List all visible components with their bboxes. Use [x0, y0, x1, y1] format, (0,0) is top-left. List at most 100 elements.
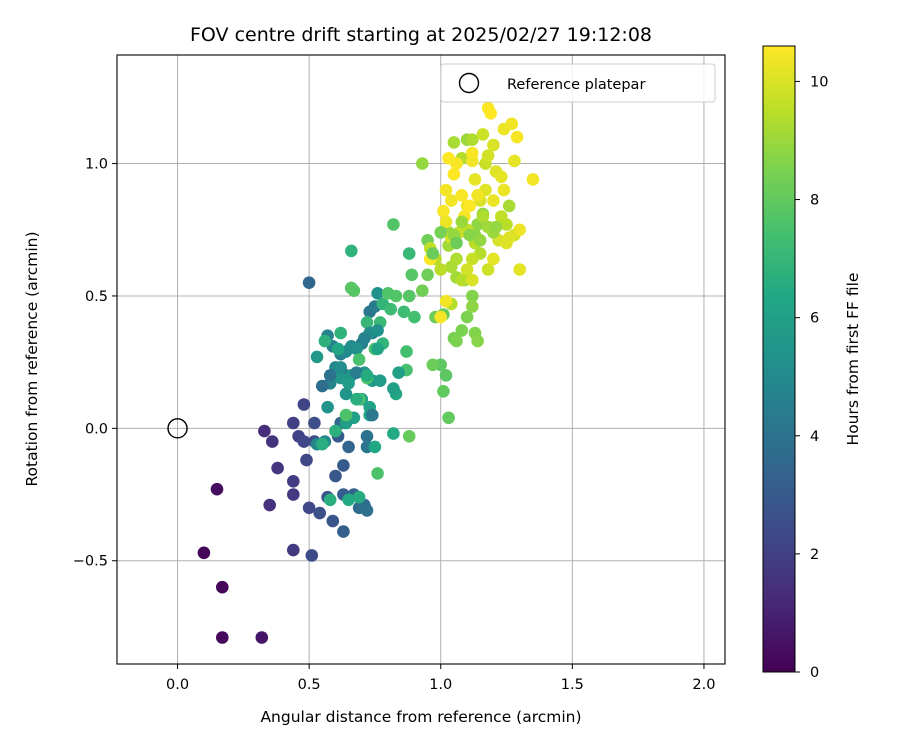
data-point — [455, 215, 469, 229]
data-point — [347, 284, 361, 298]
y-tick-label: −0.5 — [73, 554, 108, 570]
data-point — [271, 461, 284, 475]
data-point — [502, 199, 516, 213]
data-point — [439, 183, 453, 197]
data-point — [497, 183, 511, 197]
data-point — [513, 223, 526, 237]
data-point — [297, 435, 311, 448]
data-point — [350, 392, 363, 406]
data-point — [329, 469, 342, 483]
gridlines — [117, 55, 725, 664]
data-point — [387, 218, 400, 231]
data-point — [331, 342, 345, 356]
data-point — [416, 284, 429, 298]
reference-point-marker — [167, 418, 188, 439]
data-point — [287, 416, 300, 430]
data-point — [300, 453, 313, 467]
data-point — [360, 430, 374, 443]
data-point — [455, 189, 469, 202]
x-tick-label: 0.5 — [298, 677, 321, 693]
data-point — [447, 136, 461, 149]
colorbar-ticks: 0 2 4 6 8 10 — [795, 74, 828, 681]
data-point — [439, 369, 453, 382]
data-point — [334, 361, 348, 374]
data-point — [402, 430, 416, 443]
data-point — [387, 382, 400, 395]
data-point — [339, 387, 353, 401]
data-point — [466, 252, 479, 266]
data-points — [167, 101, 540, 644]
data-point — [360, 504, 374, 517]
data-point — [358, 332, 371, 345]
data-point — [437, 204, 450, 218]
data-point — [366, 408, 379, 422]
data-point — [476, 128, 490, 141]
data-point — [471, 334, 484, 348]
colorbar-tick-label: 4 — [810, 429, 819, 445]
data-point — [408, 310, 421, 324]
data-point — [342, 377, 355, 390]
data-point — [402, 247, 416, 260]
data-point — [384, 302, 398, 316]
data-point — [387, 427, 400, 440]
data-point — [368, 440, 382, 454]
data-point — [402, 289, 416, 303]
data-point — [302, 501, 316, 515]
data-point — [434, 263, 448, 276]
data-point — [439, 294, 453, 308]
data-point — [352, 353, 366, 366]
data-point — [460, 310, 474, 324]
data-point — [316, 437, 329, 451]
data-point — [489, 220, 503, 234]
data-point — [318, 334, 332, 348]
data-point — [360, 316, 374, 329]
legend-label: Reference platepar — [507, 77, 645, 93]
x-tick-label: 1.0 — [429, 677, 452, 693]
data-point — [487, 138, 500, 152]
y-axis-label: Rotation from reference (arcmin) — [23, 231, 41, 486]
data-point — [450, 236, 463, 250]
data-point — [434, 226, 448, 239]
data-point — [421, 268, 434, 282]
x-tick-label: 0.0 — [166, 677, 189, 693]
data-point — [434, 310, 448, 324]
data-point — [258, 424, 271, 438]
chart-title: FOV centre drift starting at 2025/02/27 … — [190, 24, 652, 46]
legend: Reference platepar — [440, 63, 716, 103]
colorbar-tick-label: 0 — [810, 665, 819, 681]
data-point — [505, 117, 519, 131]
data-point — [345, 244, 358, 258]
y-tick-label: 1.0 — [85, 157, 108, 173]
data-point — [371, 342, 384, 356]
data-point — [287, 543, 300, 557]
data-point — [308, 416, 321, 430]
data-point — [476, 210, 490, 223]
data-point — [216, 631, 229, 644]
data-point — [305, 549, 319, 562]
data-point — [337, 459, 350, 472]
data-point — [473, 234, 487, 247]
data-point — [487, 252, 500, 266]
data-point — [310, 350, 324, 364]
data-point — [210, 482, 224, 496]
data-point — [216, 580, 229, 594]
x-tick-label: 1.5 — [561, 677, 584, 693]
data-point — [316, 379, 329, 393]
data-point — [329, 424, 342, 438]
colorbar-tick-label: 6 — [810, 311, 819, 327]
data-point — [389, 289, 403, 303]
data-point — [392, 366, 405, 380]
data-point — [352, 490, 366, 504]
data-point — [513, 263, 526, 276]
data-point — [466, 300, 479, 313]
data-point — [350, 366, 363, 380]
data-point — [510, 130, 524, 144]
data-point — [495, 170, 508, 184]
colorbar-tick-label: 2 — [810, 547, 819, 563]
data-point — [287, 475, 300, 488]
y-tick-label: 0.0 — [85, 421, 108, 437]
data-point — [400, 345, 413, 358]
data-point — [481, 149, 495, 162]
data-point — [460, 263, 474, 276]
data-point — [502, 231, 516, 244]
